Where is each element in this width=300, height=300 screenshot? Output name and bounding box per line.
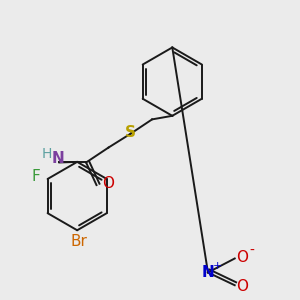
Text: -: - [250,244,254,258]
Text: O: O [102,176,114,191]
Text: Br: Br [70,234,87,249]
Text: O: O [236,279,248,294]
Text: N: N [202,265,214,280]
Text: S: S [125,125,136,140]
Text: O: O [236,250,248,265]
Text: F: F [32,169,41,184]
Text: H: H [42,147,52,160]
Text: N: N [52,152,64,166]
Text: +: + [213,261,222,271]
